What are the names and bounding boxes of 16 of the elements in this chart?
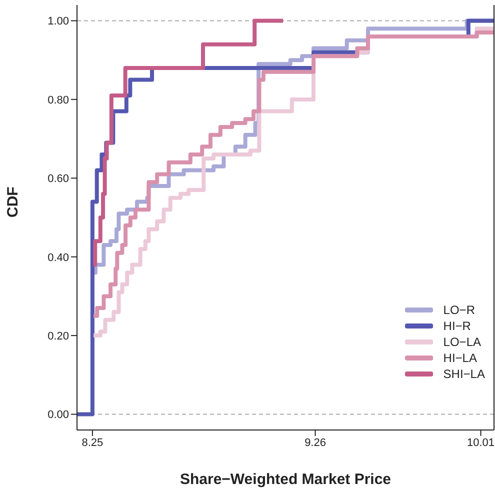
y-tick-label: 1.00 — [48, 16, 69, 28]
x-axis-title: Share−Weighted Market Price — [180, 471, 392, 488]
y-tick-label: 0.20 — [48, 330, 69, 342]
legend-label: SHI−LA — [443, 367, 485, 381]
legend-label: LO−LA — [443, 335, 481, 349]
y-tick-label: 0.60 — [48, 173, 69, 186]
x-tick-label: 8.25 — [82, 436, 104, 449]
y-tick-label: 0.80 — [48, 94, 69, 106]
x-tick-label: 10.01 — [466, 436, 495, 449]
y-tick-label: 0.00 — [48, 409, 69, 422]
y-tick-label: 0.40 — [48, 252, 69, 264]
y-axis-title: CDF — [4, 186, 22, 218]
legend-label: LO−R — [443, 303, 475, 317]
legend-label: HI−LA — [443, 351, 477, 365]
legend-label: HI−R — [443, 319, 471, 333]
x-tick-label: 9.26 — [304, 436, 326, 449]
